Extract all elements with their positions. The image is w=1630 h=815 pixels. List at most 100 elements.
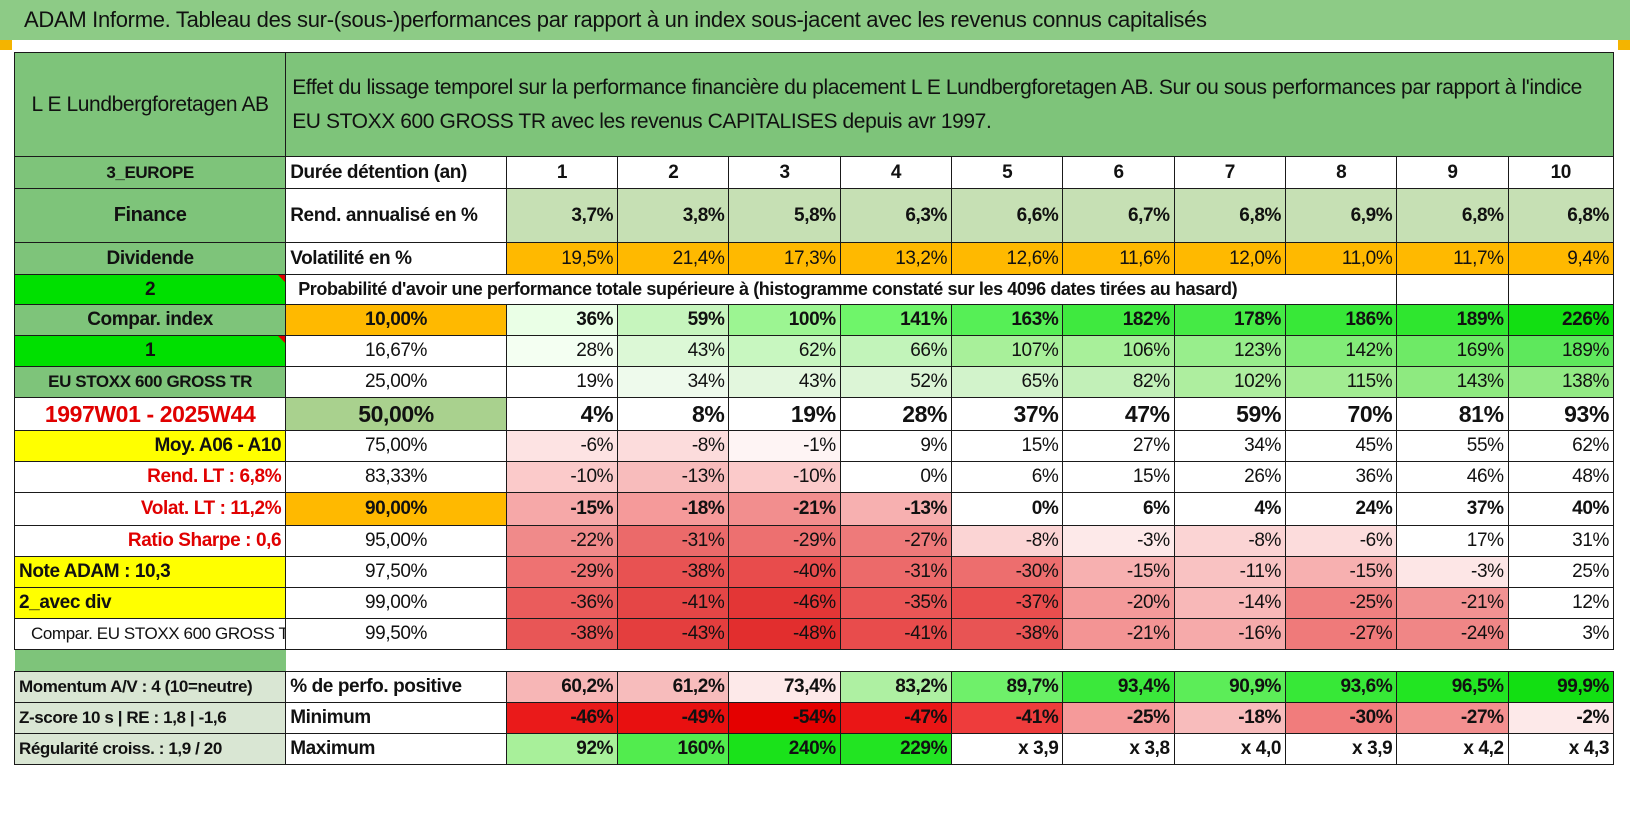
rend-lt: Rend. LT : 6,8% xyxy=(13,461,287,493)
quantile-level: 16,67% xyxy=(285,335,507,367)
quantile-value: 186% xyxy=(1284,304,1398,336)
holding-year: 2 xyxy=(617,156,730,189)
minimum-value: -54% xyxy=(728,702,841,734)
positive-share: 61,2% xyxy=(617,671,730,703)
row-label: % de perfo. positive xyxy=(285,671,507,703)
quantile-value: 4% xyxy=(1173,492,1287,526)
annual-return: 6,3% xyxy=(839,188,953,243)
quantile-value: -15% xyxy=(1062,556,1175,588)
positive-share: 96,5% xyxy=(1396,671,1509,703)
table-row: Volat. LT : 11,2% 90,00% -15% -18% -21% -13% 0… xyxy=(13,492,1615,526)
quantile-value: 226% xyxy=(1507,304,1615,336)
quantile-value: 26% xyxy=(1173,461,1287,493)
annual-return: 6,6% xyxy=(951,188,1064,243)
quantile-value: -13% xyxy=(617,461,730,493)
quantile-value: -3% xyxy=(1062,525,1175,557)
quantile-value: -15% xyxy=(505,492,619,526)
probability-title: Probabilité d'avoir une performance tota… xyxy=(285,274,1398,305)
quantile-value: -11% xyxy=(1173,556,1287,588)
quantile-value: 0% xyxy=(839,461,953,493)
volatility: 12,0% xyxy=(1173,242,1287,275)
spacer xyxy=(286,650,1614,672)
table-row: EU STOXX 600 GROSS TR 25,00% 19% 34% 43% 52% 6… xyxy=(13,366,1615,398)
positive-share: 89,7% xyxy=(951,671,1064,703)
volatility: 21,4% xyxy=(617,242,730,275)
quantile-value: 31% xyxy=(1507,525,1615,557)
quantile-value: -3% xyxy=(1396,556,1509,588)
volatility: 11,7% xyxy=(1396,242,1509,275)
quantile-value: 36% xyxy=(1284,461,1398,493)
table-row: 1997W01 - 2025W44 50,00% 4% 8% 19% 28% 37% 47% 5… xyxy=(13,397,1615,431)
volatility: 9,4% xyxy=(1507,242,1615,275)
positive-share: 99,9% xyxy=(1507,671,1615,703)
quantile-value: 34% xyxy=(617,366,730,398)
quantile-value: 19% xyxy=(728,397,841,431)
quantile-value: 93% xyxy=(1507,397,1615,431)
quantile-value: -27% xyxy=(839,525,953,557)
sector-label: Finance xyxy=(13,188,287,243)
compar-index-label: Compar. index xyxy=(13,304,287,336)
minimum-value: -49% xyxy=(617,702,730,734)
quantile-value: -29% xyxy=(505,556,619,588)
type-label: Dividende xyxy=(13,242,287,275)
annual-return: 6,9% xyxy=(1284,188,1398,243)
period-range: 1997W01 - 2025W44 xyxy=(13,397,287,431)
quantile-value: 138% xyxy=(1507,366,1615,398)
regularite-label: Régularité croiss. : 1,9 / 20 xyxy=(13,733,287,765)
minimum-value: -47% xyxy=(839,702,953,734)
compar-eu: Compar. EU STOXX 600 GROSS TR xyxy=(13,618,287,650)
table-row: Momentum A/V : 4 (10=neutre)% de perfo. … xyxy=(13,671,1615,703)
maximum-value: x 3,9 xyxy=(1284,733,1398,765)
quantile-value: 28% xyxy=(839,397,953,431)
row-label: Maximum xyxy=(285,733,507,765)
row-label: Durée détention (an) xyxy=(285,156,507,189)
quantile-value: 182% xyxy=(1062,304,1175,336)
quantile-value: -16% xyxy=(1173,618,1287,650)
quantile-value: -8% xyxy=(617,430,730,462)
scenario-number: 2 xyxy=(13,274,287,305)
quantile-value: -13% xyxy=(839,492,953,526)
quantile-value: 27% xyxy=(1062,430,1175,462)
table-row: Compar. index 10,00% 36% 59% 100% 141% 163% 182… xyxy=(13,304,1615,336)
quantile-value: 43% xyxy=(617,335,730,367)
quantile-value: 62% xyxy=(728,335,841,367)
quantile-level: 99,50% xyxy=(285,618,507,650)
quantile-value: -15% xyxy=(1284,556,1398,588)
quantile-value: -48% xyxy=(728,618,841,650)
maximum-value: x 3,9 xyxy=(951,733,1064,765)
quantile-value: 6% xyxy=(1062,492,1175,526)
positive-share: 93,4% xyxy=(1062,671,1175,703)
quantile-value: 123% xyxy=(1173,335,1287,367)
volat-lt: Volat. LT : 11,2% xyxy=(13,492,287,526)
quantile-level: 75,00% xyxy=(285,430,507,462)
table-row: 2_avec div 99,00% -36% -41% -46% -35% -37% -20%… xyxy=(13,587,1615,619)
quantile-level: 97,50% xyxy=(285,556,507,588)
quantile-value: 12% xyxy=(1507,587,1615,619)
performance-table-frame: L E Lundbergforetagen AB Effet du lissag… xyxy=(13,52,1615,815)
quantile-level: 83,33% xyxy=(285,461,507,493)
quantile-value: -46% xyxy=(728,587,841,619)
quantile-value: 82% xyxy=(1062,366,1175,398)
minimum-value: -41% xyxy=(951,702,1064,734)
quantile-value: -29% xyxy=(728,525,841,557)
maximum-value: x 4,2 xyxy=(1396,733,1509,765)
quantile-value: -38% xyxy=(951,618,1064,650)
quantile-value: -22% xyxy=(505,525,619,557)
quantile-level: 95,00% xyxy=(285,525,507,557)
quantile-value: 55% xyxy=(1396,430,1509,462)
quantile-value: 3% xyxy=(1507,618,1615,650)
minimum-value: -27% xyxy=(1396,702,1509,734)
quantile-value: -41% xyxy=(617,587,730,619)
corner-marker-right xyxy=(1618,40,1630,50)
table-row: Régularité croiss. : 1,9 / 20 Maximum 92% 1… xyxy=(13,733,1615,765)
quantile-value: 4% xyxy=(505,397,619,431)
quantile-value: 102% xyxy=(1173,366,1287,398)
quantile-value: -31% xyxy=(839,556,953,588)
quantile-level: 90,00% xyxy=(285,492,507,526)
quantile-value: 24% xyxy=(1284,492,1398,526)
quantile-value: 178% xyxy=(1173,304,1287,336)
maximum-value: x 4,0 xyxy=(1173,733,1287,765)
positive-share: 73,4% xyxy=(728,671,841,703)
quantile-value: 43% xyxy=(728,366,841,398)
annual-return: 6,8% xyxy=(1507,188,1615,243)
